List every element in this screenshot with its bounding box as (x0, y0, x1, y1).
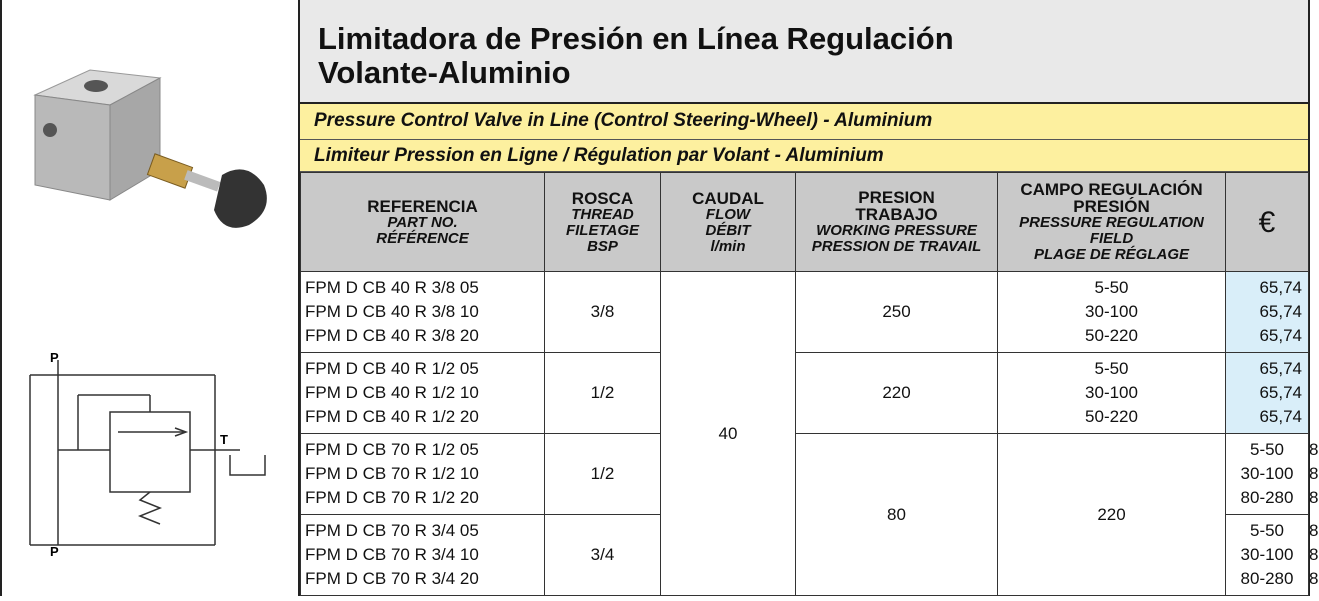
header-sub: WORKING PRESSURE (816, 222, 977, 239)
range: 5-50 (1249, 440, 1285, 459)
price-cell: 65,74 65,74 65,74 (1225, 352, 1309, 434)
product-photo (33, 69, 267, 228)
header-main: CAMPO REGULACIÓN (1020, 180, 1203, 199)
table-row: FPM D CB 70 R 1/2 05 FPM D CB 70 R 1/2 10… (300, 433, 1319, 596)
title-line: Volante-Aluminio (318, 55, 571, 90)
illustrations: P T P (29, 69, 267, 559)
table-row: FPM D CB 40 R 3/8 05 FPM D CB 40 R 3/8 10… (300, 271, 1309, 596)
header-sub: BSP (587, 237, 618, 255)
column-header: ROSCA THREAD FILETAGE BSP (544, 172, 661, 272)
header-sub: RÉFÉRENCE (376, 229, 469, 247)
header-main: PRESIÓN (1073, 197, 1150, 216)
reference: FPM D CB 40 R 1/2 20 (305, 407, 479, 426)
price: 65,74 (1259, 326, 1302, 345)
range: 80-280 (1240, 488, 1294, 507)
flow: 40 (660, 271, 796, 596)
reference-cell: FPM D CB 40 R 1/2 05 FPM D CB 40 R 1/2 10… (300, 352, 545, 434)
reference: FPM D CB 70 R 3/4 10 (305, 545, 479, 564)
header-main: TRABAJO (855, 205, 938, 224)
price: 65,74 (1259, 278, 1302, 297)
title-block: Limitadora de Presión en Línea Regulació… (300, 0, 1308, 104)
header-sub: FIELD (1089, 230, 1134, 247)
price: 65,74 (1259, 302, 1302, 321)
reference: FPM D CB 40 R 1/2 05 (305, 359, 479, 378)
column-header: CAUDAL FLOW DÉBIT l/min (660, 172, 796, 272)
thread: 1/2 (544, 433, 661, 515)
reference: FPM D CB 70 R 3/4 05 (305, 521, 479, 540)
header-sub: FILETAGE (565, 221, 640, 239)
range-cell: 5-50 30-100 50-220 (997, 271, 1226, 353)
header-main: ROSCA (571, 188, 634, 208)
table-row: FPM D CB 40 R 1/2 05 FPM D CB 40 R 1/2 10… (300, 352, 1309, 434)
port-label: T (220, 432, 228, 447)
subtitle-en: Pressure Control Valve in Line (Control … (300, 104, 1308, 140)
price: 65,74 (1259, 407, 1302, 426)
reference: FPM D CB 40 R 1/2 10 (305, 383, 479, 402)
reference-cell: FPM D CB 40 R 3/8 05 FPM D CB 40 R 3/8 10… (300, 271, 545, 353)
header-sub: DÉBIT (705, 221, 751, 239)
working-pressure: 220 (795, 352, 998, 434)
range: 80-280 (1240, 569, 1294, 588)
title-line: Limitadora de Presión en Línea Regulació… (318, 21, 954, 56)
reference: FPM D CB 70 R 1/2 20 (305, 488, 479, 507)
price: 65,74 (1259, 383, 1302, 402)
hydraulic-schematic (29, 360, 266, 546)
reference: FPM D CB 70 R 3/4 20 (305, 569, 479, 588)
reference-cell: FPM D CB 70 R 3/4 05 FPM D CB 70 R 3/4 10… (300, 514, 545, 596)
reference: FPM D CB 40 R 3/8 05 (305, 278, 479, 297)
table-body: FPM D CB 40 R 3/8 05 FPM D CB 40 R 3/8 10… (300, 271, 1319, 596)
subtitle-fr: Limiteur Pression en Ligne / Régulation … (300, 140, 1308, 172)
working-pressure: 250 (795, 271, 998, 353)
header-main: PRESION (858, 188, 935, 207)
header-sub: FLOW (705, 205, 751, 223)
range: 30-100 (1240, 545, 1294, 564)
range: 30-100 (1085, 383, 1138, 402)
range: 5-50 (1094, 359, 1129, 378)
price: 65,74 (1259, 359, 1302, 378)
header-row: REFERENCIA PART NO. RÉFÉRENCE ROSCA THREAD FI… (300, 172, 1309, 272)
thread: 3/8 (544, 271, 661, 353)
header-main: € (1258, 205, 1276, 239)
header-main: CAUDAL (692, 188, 764, 208)
range: 30-100 (1085, 302, 1138, 321)
thread: 3/4 (544, 514, 661, 596)
price-cell: 65,74 65,74 65,74 (1225, 271, 1309, 353)
range: 5-50 (1094, 278, 1129, 297)
range-cell: 5-50 30-100 80-280 (1225, 514, 1309, 596)
range: 30-100 (1240, 464, 1294, 483)
column-header: € (1225, 172, 1309, 272)
table-row: FPM D CB 70 R 3/4 05 FPM D CB 70 R 3/4 10… (300, 514, 1319, 596)
column-header: PRESION TRABAJO WORKING PRESSURE PRESSION D… (795, 172, 998, 272)
header-sub: PRESSION DE TRAVAIL (811, 238, 982, 255)
header-sub: PART NO. (387, 213, 458, 231)
port-label: P (50, 544, 59, 559)
header-sub: PRESSURE REGULATION (1019, 214, 1204, 231)
range: 50-220 (1085, 326, 1138, 345)
reference: FPM D CB 40 R 3/8 10 (305, 302, 479, 321)
port-label: P (50, 350, 59, 365)
thread: 1/2 (544, 352, 661, 434)
product-table: REFERENCIA PART NO. RÉFÉRENCE ROSCA THREAD FI… (300, 172, 1319, 596)
range-cell: 5-50 30-100 50-220 (997, 352, 1226, 434)
reference-cell: FPM D CB 70 R 1/2 05 FPM D CB 70 R 1/2 10… (300, 433, 545, 515)
header-main: REFERENCIA (367, 196, 478, 216)
column-header: REFERENCIA PART NO. RÉFÉRENCE (300, 172, 545, 272)
image-panel: P T P (0, 0, 300, 596)
range-cell: 5-50 30-100 80-280 (1225, 433, 1309, 515)
column-header: CAMPO REGULACIÓN PRESIÓN PRESSURE REGULATI… (997, 172, 1226, 272)
reference: FPM D CB 40 R 3/8 20 (305, 326, 479, 345)
header-sub: l/min (710, 237, 746, 255)
header-sub: PLAGE DE RÉGLAGE (1033, 246, 1190, 263)
reference: FPM D CB 70 R 1/2 05 (305, 440, 479, 459)
range: 50-220 (1085, 407, 1138, 426)
range: 5-50 (1249, 521, 1285, 540)
flow: 80 (795, 433, 998, 596)
reference: FPM D CB 70 R 1/2 10 (305, 464, 479, 483)
working-pressure: 220 (997, 433, 1226, 596)
header-sub: THREAD (571, 205, 634, 223)
